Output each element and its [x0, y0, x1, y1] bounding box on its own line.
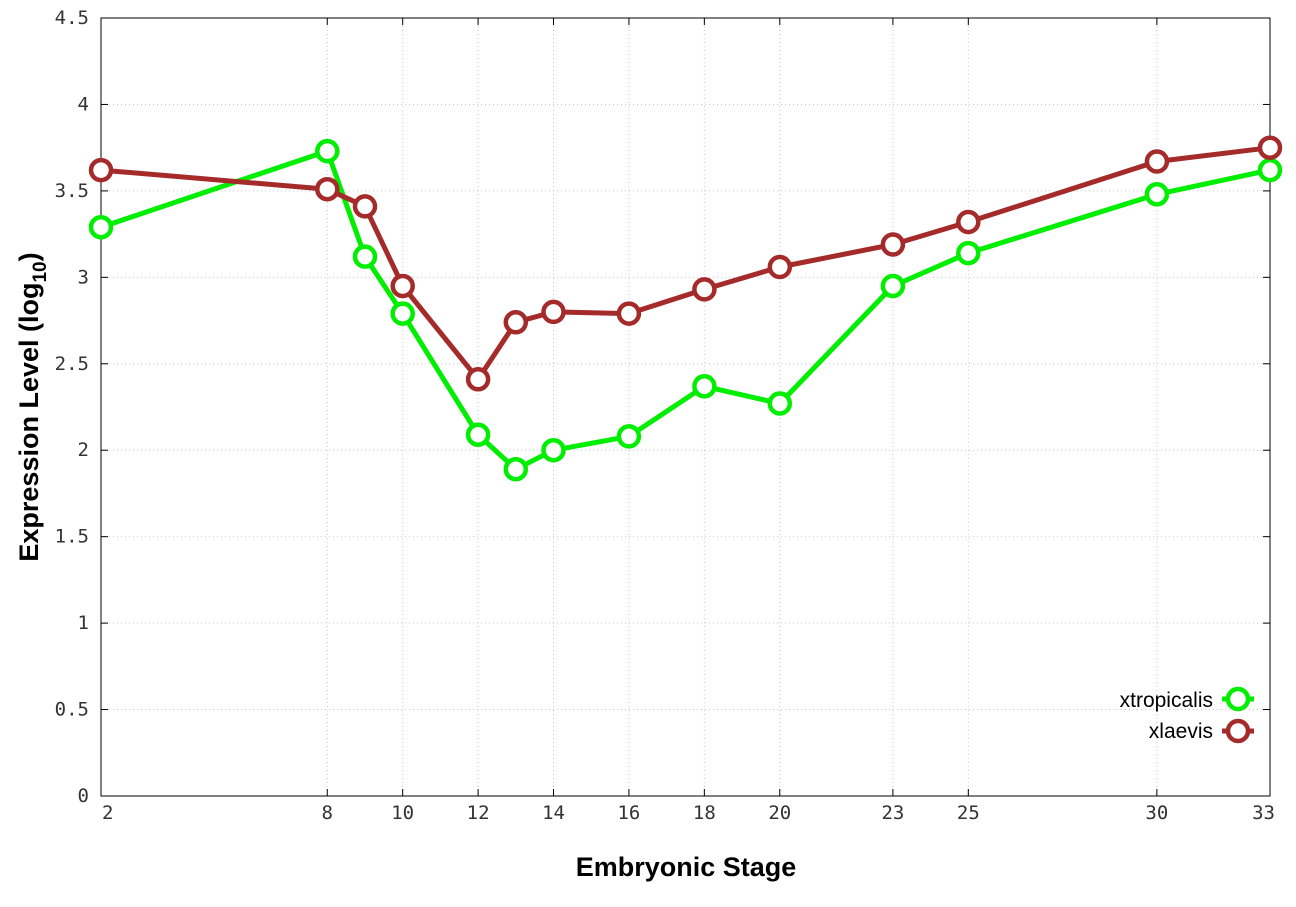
y-tick-label: 4.5 — [55, 7, 89, 29]
x-tick-label: 12 — [467, 802, 490, 824]
data-point-xlaevis — [390, 273, 415, 299]
legend-label-xlaevis: xlaevis — [1149, 720, 1213, 743]
data-point-xtropicalis — [956, 240, 981, 266]
y-tick-label: 3.5 — [55, 180, 89, 202]
data-point-xtropicalis — [503, 456, 529, 482]
series-line-xtropicalis — [100, 148, 1271, 472]
x-tick-label: 33 — [1252, 802, 1275, 824]
y-tick-label: 2 — [78, 439, 89, 461]
x-tick-label: 16 — [617, 802, 640, 824]
x-tick-label: 23 — [881, 802, 904, 824]
y-tick-label: 4 — [78, 93, 89, 115]
data-point-xtropicalis — [880, 273, 906, 299]
data-point-xtropicalis — [616, 424, 642, 449]
data-point-xlaevis — [465, 367, 491, 392]
data-point-xlaevis — [1144, 149, 1170, 174]
data-point-xtropicalis — [465, 422, 491, 447]
data-point-xlaevis — [352, 194, 378, 219]
data-point-xtropicalis — [88, 214, 114, 240]
series-xtropicalis — [88, 138, 1283, 482]
x-tick-label: 8 — [322, 802, 333, 824]
legend-label-xtropicalis: xtropicalis — [1120, 689, 1213, 712]
data-point-xtropicalis — [1257, 157, 1283, 183]
legend-entry-xlaevis: xlaevis — [1149, 718, 1254, 744]
data-point-xlaevis — [315, 176, 340, 202]
data-point-xlaevis — [88, 157, 114, 183]
data-point-xtropicalis — [1144, 182, 1170, 207]
x-tick-label: 10 — [391, 802, 414, 824]
data-point-xtropicalis — [767, 391, 793, 416]
y-tick-label: 1.5 — [55, 526, 89, 548]
data-point-xtropicalis — [315, 138, 340, 164]
series-xlaevis — [88, 135, 1283, 392]
x-tick-label: 25 — [957, 802, 980, 824]
x-tick-label: 14 — [542, 802, 565, 824]
legend-marker-xtropicalis — [1225, 686, 1251, 712]
data-point-xlaevis — [616, 301, 642, 326]
y-axis-title-subscript: 10 — [30, 261, 51, 282]
legend-marker-xlaevis — [1225, 718, 1251, 744]
data-point-xtropicalis — [692, 374, 717, 399]
data-point-xtropicalis — [352, 244, 378, 269]
x-tick-label: 20 — [768, 802, 791, 824]
y-tick-label: 2.5 — [55, 353, 89, 375]
y-tick-label: 1 — [78, 612, 89, 634]
x-axis-title: Embryonic Stage — [576, 852, 797, 882]
axis-ticks: 0 0.5 1 1.5 2 2.5 3 3.5 4 4.5 2 8 10 12 14 16 18 20 23 25 30… — [55, 7, 1275, 824]
data-point-xlaevis — [541, 299, 566, 325]
x-tick-label: 30 — [1145, 802, 1168, 824]
data-point-xlaevis — [956, 209, 981, 235]
series-line-xlaevis — [100, 145, 1271, 382]
y-axis-title-main: Expression Level (log — [14, 283, 44, 562]
y-axis-title-close: ) — [14, 252, 44, 261]
legend-entry-xtropicalis: xtropicalis — [1120, 686, 1254, 712]
y-axis-title: Expression Level (log10) — [14, 252, 51, 561]
y-tick-label: 3 — [78, 266, 89, 288]
data-point-xlaevis — [1257, 135, 1283, 160]
data-point-xtropicalis — [541, 437, 566, 463]
series-group — [88, 135, 1283, 482]
data-point-xlaevis — [692, 277, 717, 302]
y-tick-label: 0 — [78, 785, 89, 807]
data-point-xlaevis — [767, 254, 793, 280]
data-point-xlaevis — [880, 232, 906, 257]
grid — [101, 18, 1270, 796]
legend: xtropicalis xlaevis — [1120, 686, 1254, 744]
x-tick-label: 2 — [102, 802, 113, 824]
data-point-xtropicalis — [390, 301, 415, 326]
y-tick-label: 0.5 — [55, 699, 89, 721]
data-point-xlaevis — [503, 310, 529, 335]
plot-area-frame — [100, 17, 1271, 797]
x-tick-label: 18 — [693, 802, 716, 824]
